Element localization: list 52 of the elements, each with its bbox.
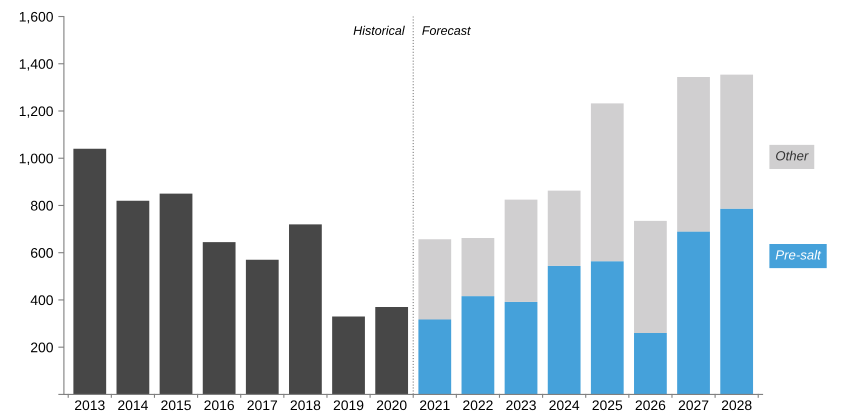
bar	[590, 103, 624, 262]
x-tick-label: 2021	[420, 400, 450, 410]
bar	[418, 320, 452, 394]
annotation: Historical	[354, 26, 405, 35]
bar	[289, 224, 322, 394]
x-tick-label: 2014	[118, 400, 148, 410]
bar	[634, 333, 667, 394]
y-tick-label: 800	[30, 200, 53, 211]
y-tick-label: 1,600	[20, 12, 53, 24]
bar	[418, 239, 452, 320]
x-tick-label: 2026	[636, 400, 666, 410]
x-tick-label: 2019	[334, 400, 364, 410]
series-label: Other	[776, 150, 809, 160]
bar	[462, 296, 494, 394]
annotation: Forecast	[422, 26, 471, 35]
bar	[677, 76, 710, 232]
bar	[202, 242, 236, 394]
bar	[548, 266, 581, 394]
y-tick-label: 200	[31, 342, 53, 352]
bar	[504, 302, 538, 394]
series-label: Pre-salt	[776, 250, 822, 260]
x-tick-label: 2013	[75, 400, 105, 410]
bar	[590, 261, 624, 394]
y-tick-label: 400	[30, 295, 53, 306]
x-tick-label: 2020	[376, 400, 407, 410]
bar	[720, 208, 754, 394]
bar	[332, 316, 365, 394]
bar	[246, 260, 279, 394]
bar	[73, 148, 106, 394]
bar	[548, 190, 581, 266]
x-tick-label: 2027	[678, 400, 708, 410]
bar	[462, 238, 494, 296]
bar	[375, 307, 408, 394]
x-tick-label: 2028	[722, 400, 752, 410]
x-tick-label: 2018	[290, 400, 320, 410]
bar	[720, 74, 754, 209]
x-tick-label: 2025	[592, 400, 622, 410]
bar	[116, 200, 150, 394]
x-tick-label: 2016	[204, 400, 234, 410]
bar	[504, 200, 538, 302]
y-tick-label: 1,000	[20, 154, 53, 166]
bar	[160, 194, 192, 394]
x-tick-label: 2015	[161, 400, 191, 410]
x-tick-label: 2024	[549, 400, 580, 410]
y-tick-label: 600	[31, 248, 53, 258]
x-tick-label: 2023	[506, 400, 536, 410]
y-tick-label: 1,400	[20, 59, 53, 71]
y-tick-label: 1,200	[20, 106, 53, 118]
bar	[677, 232, 710, 394]
x-tick-label: 2017	[248, 400, 278, 410]
x-tick-label: 2022	[463, 400, 493, 410]
bar	[634, 220, 667, 334]
